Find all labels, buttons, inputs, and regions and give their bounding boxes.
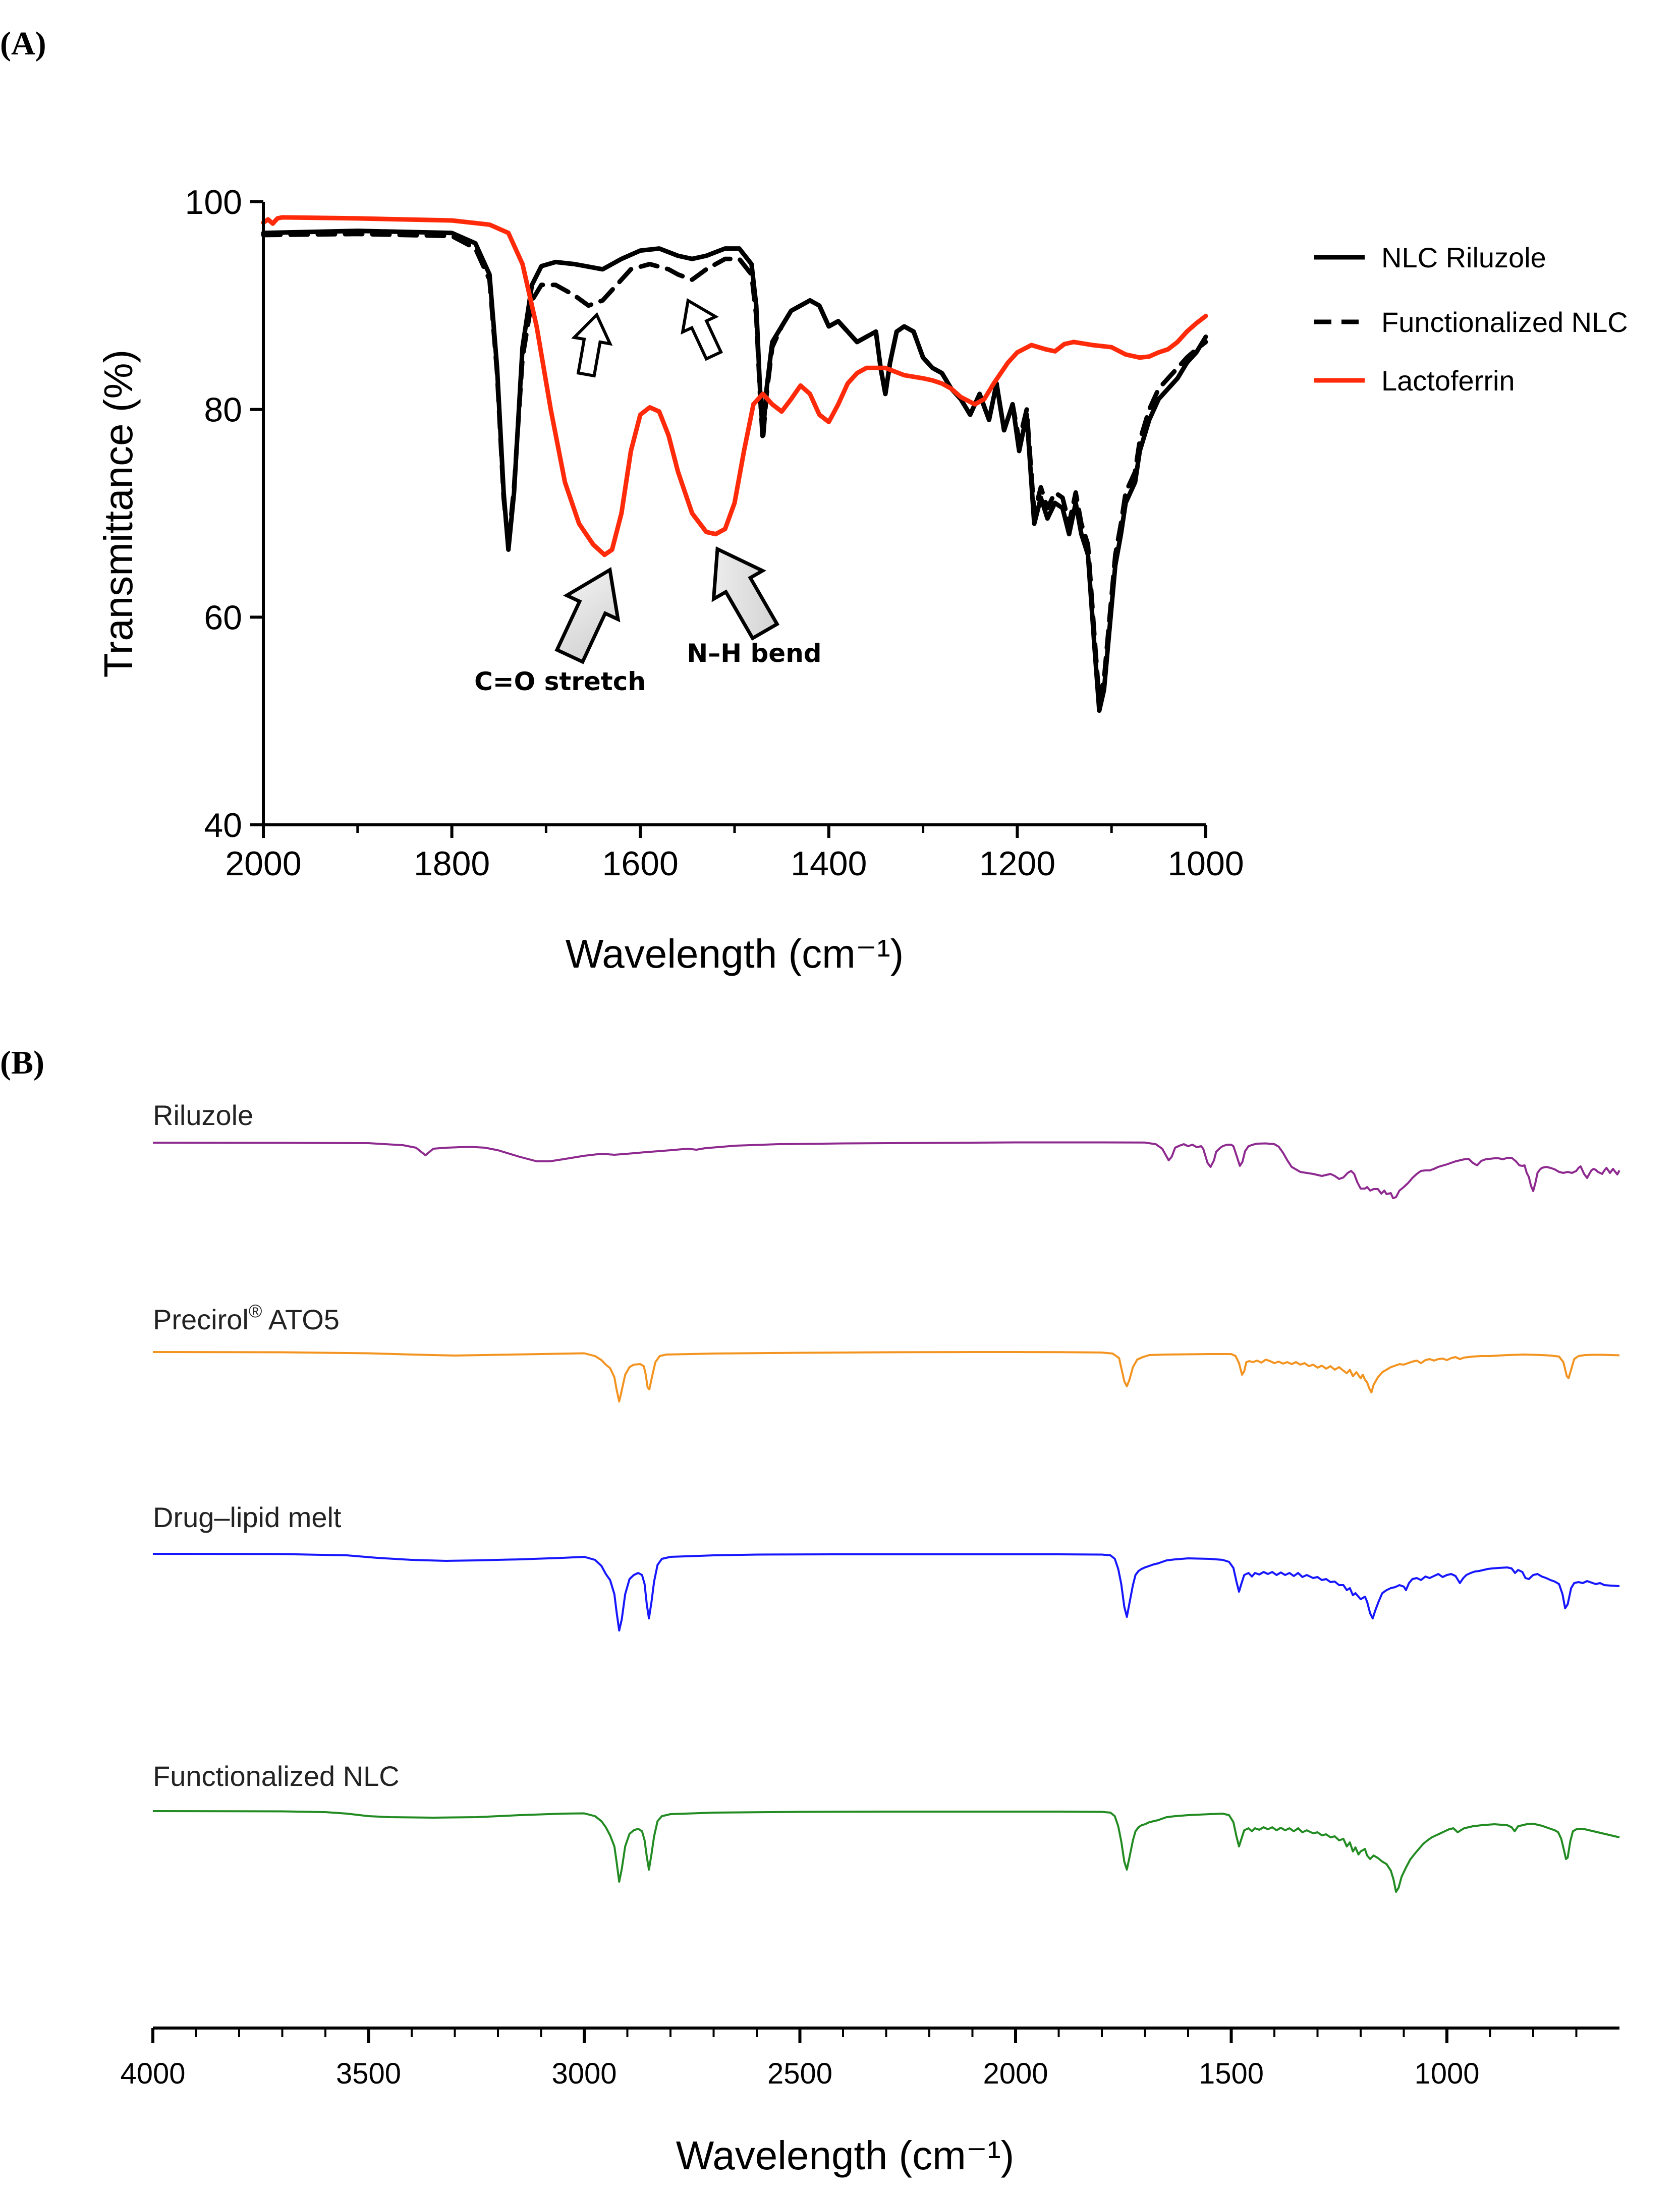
- large-arrow-nh-bend: [711, 546, 780, 641]
- panel-b-series-precirol-ato5: [152, 1351, 1620, 1402]
- trace-label-drug-lipid-melt-main: Drug–lipid melt: [153, 1501, 342, 1533]
- panel-a-y-tick-label-100: 100: [185, 183, 242, 221]
- panel-b-series-riluzole: [152, 1141, 1620, 1199]
- panel-b-x-tick-label-1500: 1500: [1199, 2057, 1264, 2090]
- panel-b-x-tick-label-4000: 4000: [120, 2057, 185, 2090]
- panel-a-series-nlc-riluzole: [261, 229, 1208, 713]
- panel-b-x-tick-label-1000: 1000: [1414, 2057, 1479, 2090]
- trace-label-drug-lipid-melt: Drug–lipid melt: [153, 1501, 342, 1533]
- trace-label-riluzole-main: Riluzole: [153, 1099, 253, 1131]
- panel-b-x-tick-label-2000: 2000: [983, 2057, 1048, 2090]
- panel-b-series-functionalized-nlc: [152, 1810, 1620, 1893]
- panel-b-chart: Riluzole Precirol® ATO5 Drug–lipid melt …: [120, 1099, 1620, 2178]
- panel-a-y-axis-title: Transmittance (%): [96, 350, 141, 678]
- panel-b-x-tick-label-3500: 3500: [336, 2057, 401, 2090]
- trace-label-riluzole: Riluzole: [153, 1099, 253, 1131]
- panel-a-x-tick-label-1600: 1600: [602, 845, 679, 883]
- panel-a-x-tick-label-2000: 2000: [225, 845, 301, 883]
- trace-label-precirol: Precirol® ATO5: [153, 1301, 340, 1335]
- panel-a-y-ticks: 40 60 80 100: [185, 183, 263, 845]
- trace-label-precirol-sup: ®: [249, 1301, 262, 1321]
- panel-a-x-tick-label-1800: 1800: [414, 845, 490, 883]
- panel-b-series-group: [152, 1141, 1620, 1893]
- trace-label-functionalized-nlc: Functionalized NLC: [153, 1760, 400, 1792]
- panel-a-x-axis-title: Wavelength (cm⁻¹): [566, 931, 904, 976]
- small-arrow-left: [571, 312, 613, 378]
- annotation-nh-bend: N–H bend: [687, 639, 821, 668]
- panel-a-y-tick-label-60: 60: [204, 598, 242, 637]
- panel-b-x-tick-label-2500: 2500: [767, 2057, 832, 2090]
- panel-b-trace-labels: Riluzole Precirol® ATO5 Drug–lipid melt …: [153, 1099, 400, 1792]
- trace-label-functionalized-nlc-main: Functionalized NLC: [153, 1760, 400, 1792]
- legend-label-lactoferrin: Lactoferrin: [1381, 365, 1515, 397]
- panel-b-x-axis-title: Wavelength (cm⁻¹): [676, 2133, 1015, 2178]
- panel-a-series-functionalized-nlc: [261, 232, 1208, 703]
- trace-label-precirol-main: Precirol: [153, 1304, 249, 1335]
- panel-a-series-group: [261, 215, 1208, 713]
- panel-a-label: (A): [0, 25, 46, 62]
- panel-b-label: (B): [0, 1044, 44, 1081]
- panel-a-legend: NLC Riluzole Functionalized NLC Lactofer…: [1314, 242, 1628, 397]
- panel-a-chart: 40 60 80 100 2000 1800 1600 1400 1200 1000 Wavel…: [96, 183, 1628, 976]
- panel-a-x-tick-label-1200: 1200: [979, 845, 1055, 883]
- panel-a-x-tick-label-1000: 1000: [1167, 845, 1244, 883]
- panel-a-y-tick-label-40: 40: [204, 806, 242, 845]
- panel-a-y-tick-label-80: 80: [204, 391, 242, 429]
- panel-b-x-ticks: 4000 3500 3000 2500 2000 1500 1000: [120, 2028, 1578, 2090]
- panel-b-series-drug-lipid-melt: [152, 1553, 1620, 1632]
- panel-a-series-lactoferrin: [261, 215, 1208, 557]
- small-arrow-right: [681, 298, 723, 361]
- legend-label-nlc-riluzole: NLC Riluzole: [1381, 242, 1546, 273]
- large-arrow-co-stretch: [554, 567, 621, 664]
- legend-label-functionalized-nlc: Functionalized NLC: [1381, 306, 1628, 338]
- annotation-co-stretch: C=O stretch: [474, 667, 646, 696]
- panel-a-x-ticks: 2000 1800 1600 1400 1200 1000: [225, 825, 1244, 883]
- panel-b-x-tick-label-3000: 3000: [551, 2057, 617, 2090]
- trace-label-precirol-rest: ATO5: [262, 1304, 340, 1335]
- panel-a-x-tick-label-1400: 1400: [791, 845, 867, 883]
